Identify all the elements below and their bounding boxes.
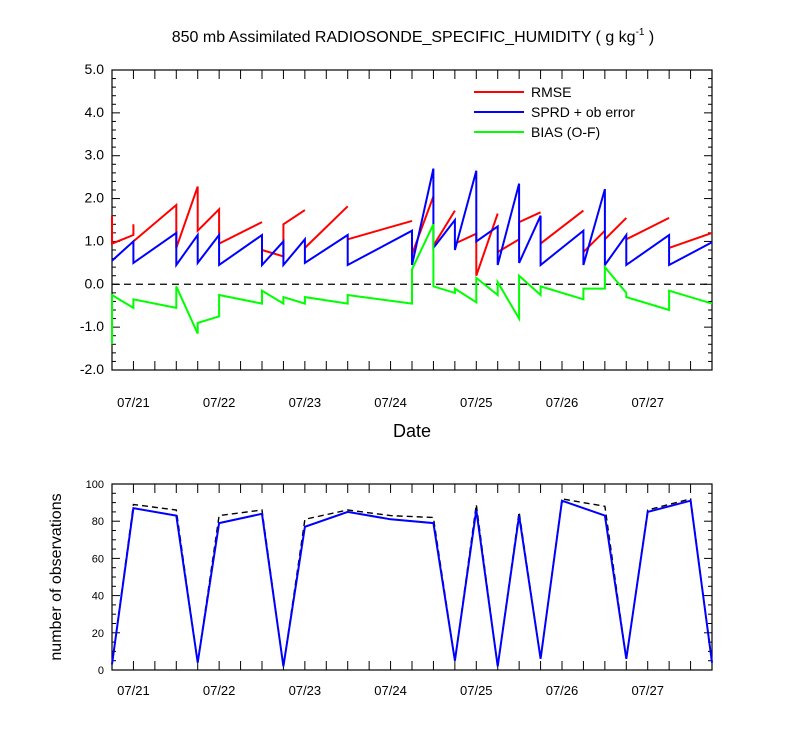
legend-rmse-label: RMSE <box>531 84 571 100</box>
top-x-axis-label: Date <box>393 421 431 441</box>
bottom-y-tick-label: 60 <box>92 553 104 565</box>
top-x-tick-label: 07/25 <box>460 395 493 410</box>
top-series-rmse-line <box>304 205 349 249</box>
top-y-tick-label: 2.0 <box>85 190 105 206</box>
top-series-rmse-line <box>582 229 606 253</box>
top-series-rmse-line <box>625 217 670 241</box>
top-x-tick-label: 07/22 <box>203 395 236 410</box>
bottom-y-tick-label: 100 <box>86 479 104 491</box>
bottom-x-tick-label: 07/25 <box>460 683 493 698</box>
top-series-rmse-line <box>668 231 713 249</box>
top-series-rmse-line <box>432 210 456 247</box>
top-y-tick-label: -2.0 <box>80 361 104 377</box>
bottom-x-tick-label: 07/22 <box>203 683 236 698</box>
top-series-rmse-line <box>454 213 499 277</box>
top-y-tick-label: 5.0 <box>85 61 105 77</box>
top-x-tick-label: 07/23 <box>289 395 322 410</box>
bottom-x-tick-label: 07/27 <box>631 683 664 698</box>
top-series-rmse-line <box>347 219 413 241</box>
top-series-sprd-ob-error-line <box>111 168 713 269</box>
top-y-tick-label: 1.0 <box>85 232 105 248</box>
top-y-tick-label: -1.0 <box>80 318 104 334</box>
top-series-bias-o-f-line <box>111 223 713 345</box>
bottom-x-tick-label: 07/26 <box>546 683 579 698</box>
top-x-tick-label: 07/26 <box>546 395 579 410</box>
bottom-series-assimilated-observations-line <box>111 499 713 667</box>
bottom-y-tick-label: 0 <box>98 665 104 677</box>
top-x-tick-label: 07/27 <box>631 395 664 410</box>
bottom-y-tick-label: 40 <box>92 591 104 603</box>
bottom-plot-area: 0 20 40 60 80 100 07/21 07/22 07/23 07/24 07/25 07/… <box>86 479 713 698</box>
top-series-rmse-line <box>604 217 628 241</box>
top-plot-area: -2.0 -1.0 0.0 1.0 2.0 3.0 4.0 5.0 07/21 07/22 07/2… <box>80 61 713 410</box>
chart-title: 850 mb Assimilated RADIOSONDE_SPECIFIC_H… <box>172 27 655 46</box>
legend-bias-label: BIAS (O-F) <box>531 124 600 140</box>
top-x-tick-label: 07/24 <box>374 395 407 410</box>
bottom-y-axis-label: number of observations <box>48 493 65 660</box>
bottom-x-tick-label: 07/23 <box>289 683 322 698</box>
bottom-y-tick-label: 20 <box>92 628 104 640</box>
top-y-tick-label: 3.0 <box>85 147 105 163</box>
bottom-x-tick-label: 07/21 <box>117 683 150 698</box>
top-y-tick-label: 0.0 <box>85 275 105 291</box>
bottom-series-possible-observations-line <box>111 498 713 667</box>
legend: RMSE SPRD + ob error BIAS (O-F) <box>474 84 635 140</box>
legend-sprd-label: SPRD + ob error <box>531 104 635 120</box>
bottom-frame <box>111 483 713 671</box>
top-y-tick-label: 4.0 <box>85 104 105 120</box>
top-x-tick-label: 07/21 <box>117 395 150 410</box>
bottom-y-tick-label: 80 <box>92 516 104 528</box>
bottom-x-tick-label: 07/24 <box>374 683 407 698</box>
top-series-rmse-line <box>539 209 585 245</box>
top-series-rmse-line <box>111 215 135 246</box>
